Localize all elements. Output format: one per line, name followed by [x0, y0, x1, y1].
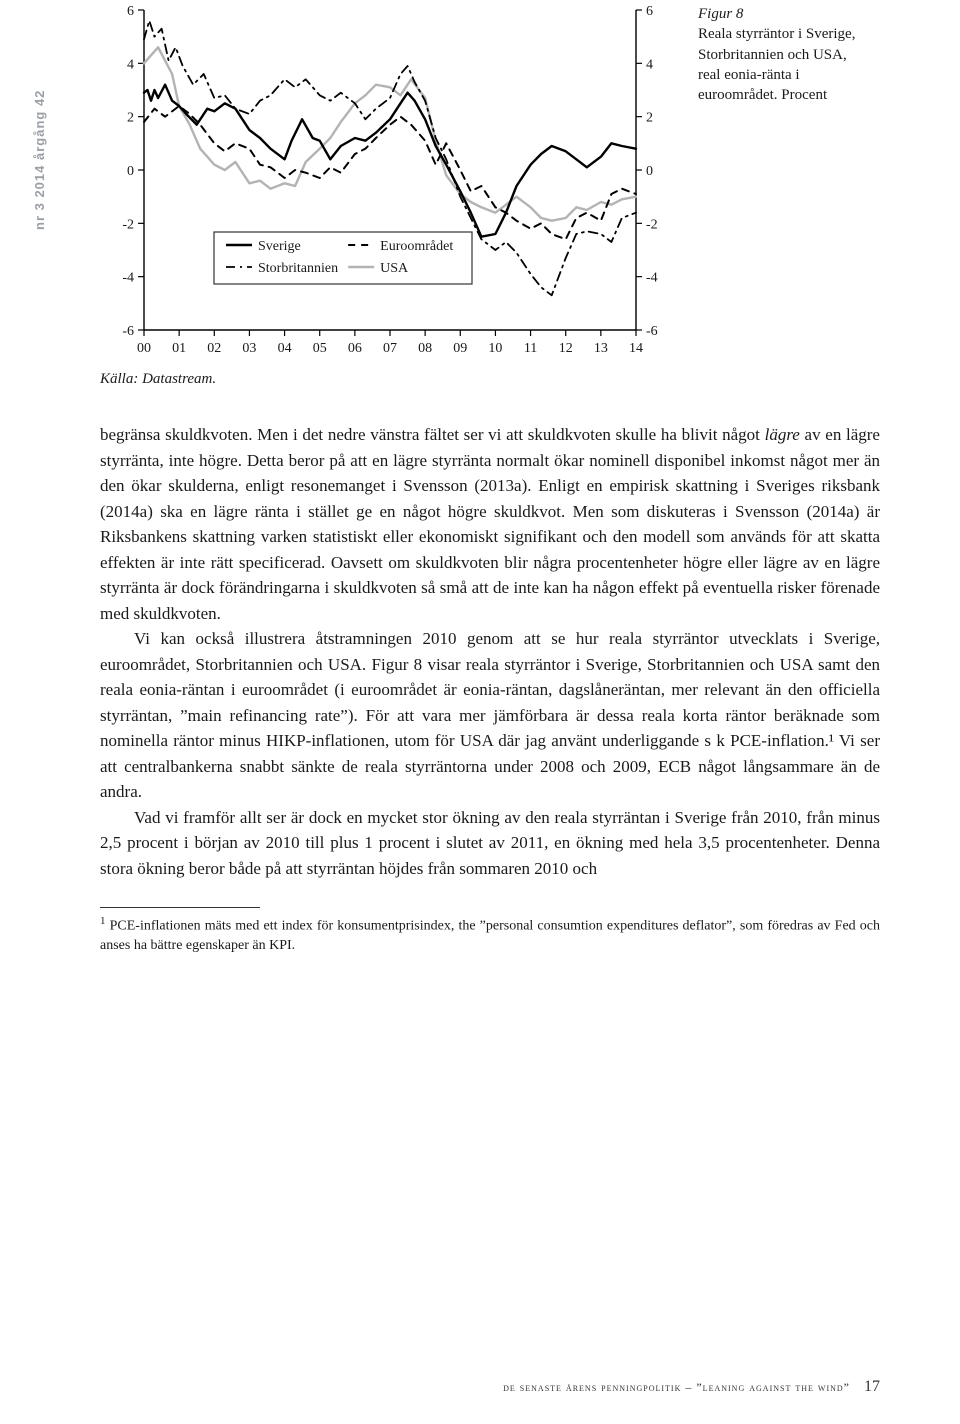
page-number: 17 — [864, 1378, 880, 1396]
svg-text:03: 03 — [242, 341, 256, 356]
chart-source: Källa: Datastream. — [100, 371, 680, 388]
svg-text:10: 10 — [488, 341, 502, 356]
svg-text:0: 0 — [646, 164, 653, 179]
footnote-text: PCE-inflationen mäts med ett index för k… — [100, 919, 880, 954]
svg-text:USA: USA — [380, 261, 409, 276]
svg-text:07: 07 — [383, 341, 397, 356]
body-paragraph: begränsa skuldkvoten. Men i det nedre vä… — [100, 422, 880, 626]
svg-text:-6: -6 — [122, 324, 134, 339]
svg-text:01: 01 — [172, 341, 186, 356]
svg-text:-4: -4 — [122, 271, 134, 286]
figure-row: -6-6-4-4-2-20022446600010203040506070809… — [100, 0, 880, 422]
svg-text:2: 2 — [646, 111, 653, 126]
svg-text:6: 6 — [646, 4, 653, 19]
page-footer: de senaste årens penningpolitik – ”leani… — [100, 1378, 880, 1396]
figure-caption: Figur 8 Reala styrräntor i Sverige, Stor… — [698, 0, 858, 105]
svg-text:2: 2 — [127, 111, 134, 126]
svg-text:4: 4 — [646, 57, 653, 72]
svg-text:11: 11 — [524, 341, 537, 356]
running-title: de senaste årens penningpolitik – ”leani… — [503, 1380, 850, 1395]
svg-text:14: 14 — [629, 341, 643, 356]
svg-text:04: 04 — [278, 341, 292, 356]
svg-text:13: 13 — [594, 341, 608, 356]
svg-text:-2: -2 — [122, 217, 134, 232]
body-text: begränsa skuldkvoten. Men i det nedre vä… — [100, 422, 880, 881]
svg-text:Sverige: Sverige — [258, 239, 301, 254]
body-paragraph: Vad vi framför allt ser är dock en mycke… — [100, 805, 880, 882]
figure-caption-text: Reala styrräntor i Sverige, Storbritanni… — [698, 26, 855, 103]
svg-text:Euroområdet: Euroområdet — [380, 239, 453, 254]
svg-text:0: 0 — [127, 164, 134, 179]
svg-text:Storbritannien: Storbritannien — [258, 261, 338, 276]
svg-text:02: 02 — [207, 341, 221, 356]
svg-text:06: 06 — [348, 341, 362, 356]
svg-text:-2: -2 — [646, 217, 658, 232]
svg-text:00: 00 — [137, 341, 151, 356]
svg-text:12: 12 — [559, 341, 573, 356]
svg-text:6: 6 — [127, 4, 134, 19]
source-value: Datastream. — [138, 371, 216, 387]
svg-text:-6: -6 — [646, 324, 658, 339]
body-paragraph: Vi kan också illustrera åtstramningen 20… — [100, 626, 880, 805]
svg-text:4: 4 — [127, 57, 134, 72]
side-margin-label: nr 3 2014 årgång 42 — [32, 90, 47, 230]
svg-text:05: 05 — [313, 341, 327, 356]
source-prefix: Källa: — [100, 371, 138, 387]
chart-container: -6-6-4-4-2-20022446600010203040506070809… — [100, 0, 680, 422]
svg-text:-4: -4 — [646, 271, 658, 286]
svg-text:09: 09 — [453, 341, 467, 356]
page: nr 3 2014 årgång 42 -6-6-4-4-2-200224466… — [0, 0, 960, 1424]
footnote: 1 PCE-inflationen mäts med ett index för… — [100, 914, 880, 956]
figure-number: Figur 8 — [698, 6, 743, 22]
svg-text:08: 08 — [418, 341, 432, 356]
chart-svg: -6-6-4-4-2-20022446600010203040506070809… — [100, 0, 680, 360]
footnote-rule — [100, 907, 260, 908]
